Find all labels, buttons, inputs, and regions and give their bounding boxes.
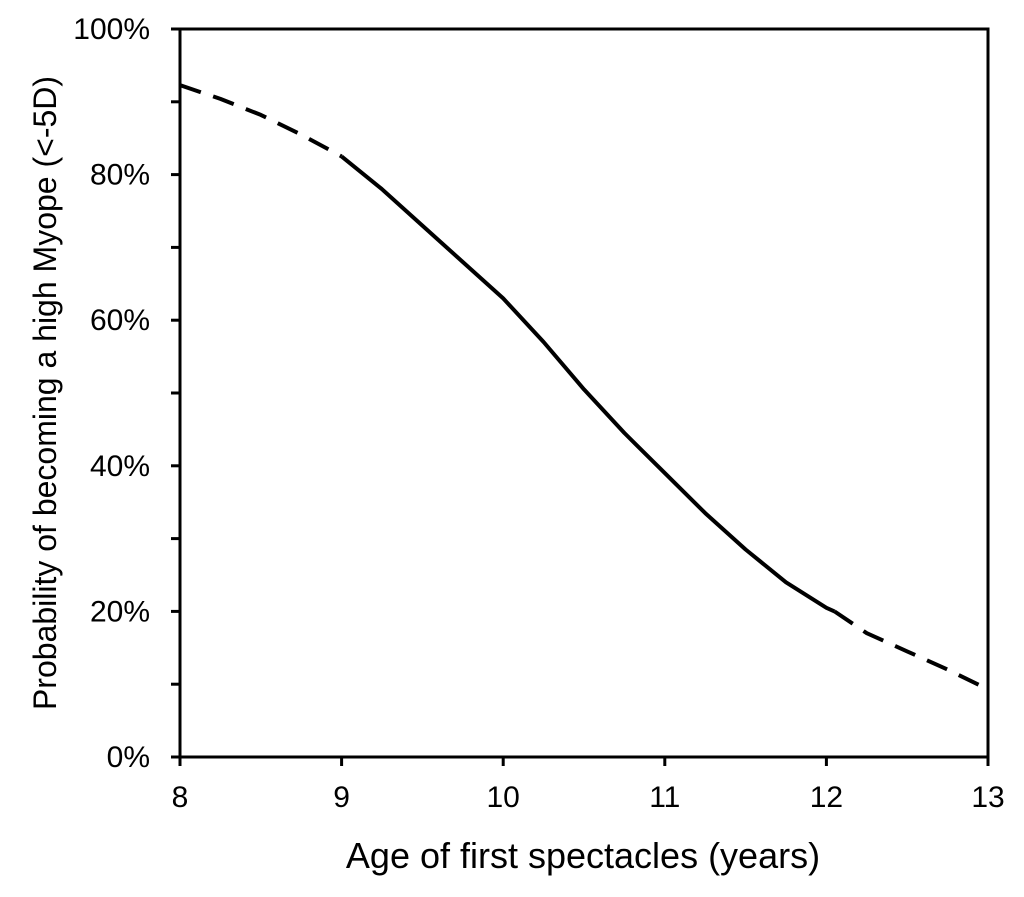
y-tick-label: 20% [90, 595, 150, 628]
x-tick-label: 11 [649, 781, 680, 814]
x-tick-label: 8 [172, 781, 189, 814]
x-tick-label: 10 [487, 781, 520, 814]
y-tick-label: 0% [107, 741, 150, 774]
y-tick-label: 40% [90, 450, 150, 483]
plot-area: 0% 20% 40% 60% 80% 100% 8 9 10 11 12 13 [73, 13, 1004, 814]
series-line-dashed-2 [833, 609, 989, 692]
x-tick-label: 13 [971, 781, 1004, 814]
plot-frame [178, 27, 990, 759]
y-tick-label: 100% [73, 13, 150, 46]
y-axis-label: Probability of becoming a high Myope (<-… [27, 76, 63, 710]
series-line-solid-1 [340, 154, 836, 614]
y-tick-label: 80% [90, 159, 150, 192]
y-tick-label: 60% [90, 304, 150, 337]
x-tick-label: 12 [810, 781, 843, 814]
series-line-dashed-0 [179, 83, 343, 159]
x-axis-label: Age of first spectacles (years) [346, 835, 820, 876]
x-tick-label: 9 [333, 781, 350, 814]
